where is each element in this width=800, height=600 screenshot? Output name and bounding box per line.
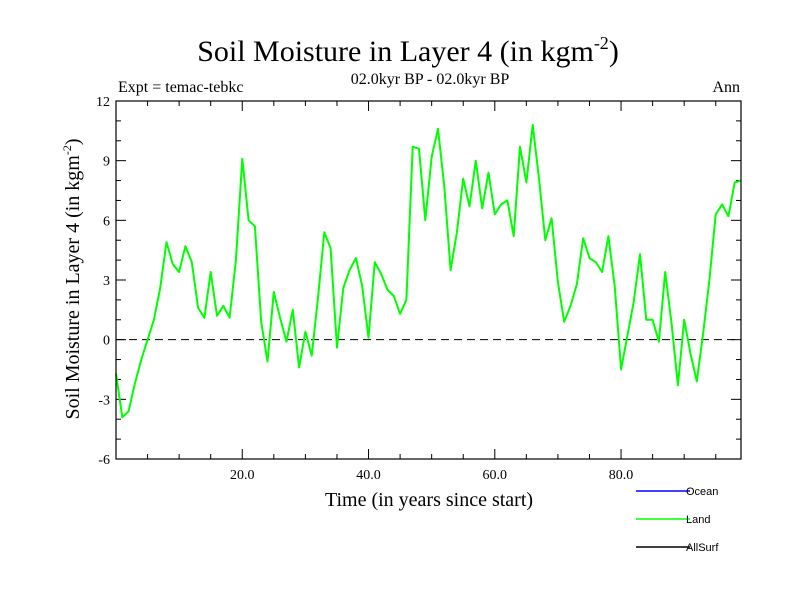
season-label: Ann (712, 79, 740, 96)
y-tick-label: 9 (103, 155, 110, 170)
y-tick-label: 6 (103, 214, 110, 229)
legend-label-land: Land (686, 514, 710, 526)
plot-frame (115, 100, 742, 460)
x-axis-ticks: 20.0 40.0 60.0 80.0 (147, 101, 717, 483)
x-axis-label: Time (in years since start) (325, 489, 533, 511)
legend: Ocean Land AllSurf (636, 486, 719, 554)
chart-subtitle: 02.0kyr BP - 02.0kyr BP (351, 71, 510, 88)
series-line-land (115, 123, 742, 419)
legend-label-allsurf: AllSurf (686, 542, 719, 554)
x-tick-label: 40.0 (356, 468, 381, 483)
series-layer (115, 123, 742, 419)
x-tick-label: 20.0 (230, 468, 255, 483)
legend-label-ocean: Ocean (686, 486, 718, 498)
y-tick-label: -3 (98, 393, 110, 408)
x-tick-label: 80.0 (609, 468, 634, 483)
y-tick-label: 12 (96, 95, 110, 110)
experiment-label: Expt = temac-tebkc (118, 79, 243, 96)
x-tick-label: 60.0 (483, 468, 508, 483)
y-tick-label: -6 (98, 453, 110, 468)
y-tick-label: 3 (103, 274, 110, 289)
chart-title: Soil Moisture in Layer 4 (in kgm-2) (197, 33, 619, 68)
y-axis-label: Soil Moisture in Layer 4 (in kgm-2) (60, 138, 84, 419)
y-tick-label: 0 (103, 334, 110, 349)
